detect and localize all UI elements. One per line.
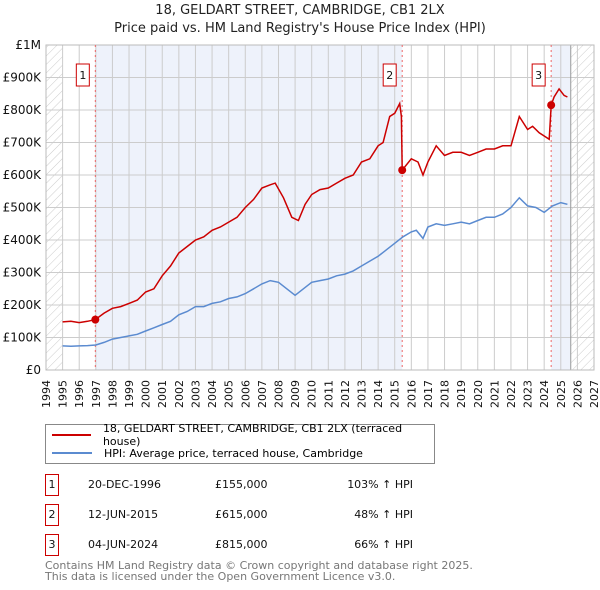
x-tick-label: 2009: [289, 380, 302, 408]
legend-label: 18, GELDART STREET, CAMBRIDGE, CB1 2LX (…: [102, 422, 403, 448]
x-tick-label: 2013: [356, 380, 369, 408]
plot-area: 1994 1995 1996 1997 1998 1999 2000 2001 2002 2003…: [3, 38, 600, 408]
y-tick-label: £1M: [15, 38, 41, 52]
x-tick-label: 1998: [106, 380, 119, 408]
y-tick-label: £300K: [3, 266, 43, 280]
x-tick-label: 2019: [455, 380, 468, 408]
x-tick-label: 2016: [405, 380, 418, 408]
legend-label: HPI: Average price, terraced house, Camb…: [104, 446, 363, 460]
y-tick-label: £100K: [3, 331, 43, 345]
sale-label: 3: [535, 69, 542, 82]
x-tick-label: 1996: [73, 380, 86, 408]
sale-marker: 3: [45, 534, 59, 556]
y-tick-label: £500K: [3, 201, 43, 215]
sale-point: [398, 166, 407, 175]
y-tick-label: £400K: [3, 233, 43, 247]
x-tick-label: 1994: [40, 380, 53, 408]
x-tick-label: 2023: [522, 380, 535, 408]
sale-label: 2: [386, 69, 393, 82]
y-tick-label: £0: [26, 363, 41, 377]
sale-hpi-change: 48% ↑ HPI: [354, 508, 413, 521]
sale-date: 20-DEC-1996: [88, 478, 162, 491]
x-tick-label: 2022: [505, 380, 518, 408]
legend-item-property: 18, GELDART STREET, CAMBRIDGE, CB1 2LX (…: [52, 422, 434, 448]
x-tick-label: 2025: [555, 380, 568, 408]
footer-line: Contains HM Land Registry data © Crown c…: [45, 559, 473, 572]
sale-hpi-change: 66% ↑ HPI: [354, 538, 413, 551]
x-tick-label: 2026: [571, 380, 584, 408]
x-tick-label: 2001: [156, 380, 169, 408]
y-tick-label: £700K: [3, 136, 43, 150]
sale-marker: 1: [45, 474, 59, 496]
chart-subtitle: Price paid vs. HM Land Registry's House …: [114, 21, 486, 36]
legend-item-hpi: HPI: Average price, terraced house, Camb…: [52, 444, 363, 462]
footer: Contains HM Land Registry data © Crown c…: [45, 560, 473, 582]
sale-date: 04-JUN-2024: [88, 538, 159, 551]
x-tick-label: 2000: [140, 380, 153, 408]
sale-label-box: [531, 63, 546, 87]
y-tick-label: £900K: [3, 71, 43, 85]
x-tick-label: 2027: [588, 380, 600, 408]
x-tick-label: 2007: [256, 380, 269, 408]
sale-point: [91, 315, 100, 324]
x-tick-label: 2003: [189, 380, 202, 408]
x-tick-label: 2010: [306, 380, 319, 408]
sale-point: [547, 101, 556, 110]
x-tick-label: 2020: [472, 380, 485, 408]
y-tick-label: £800K: [3, 103, 43, 117]
x-tick-label: 2008: [272, 380, 285, 408]
x-tick-label: 2018: [439, 380, 452, 408]
x-tick-label: 2005: [223, 380, 236, 408]
x-tick-label: 2002: [173, 380, 186, 408]
sale-label: 1: [79, 69, 86, 82]
x-tick-label: 2012: [339, 380, 352, 408]
legend: 18, GELDART STREET, CAMBRIDGE, CB1 2LX (…: [45, 422, 435, 464]
legend-line-red: [52, 434, 91, 436]
x-tick-label: 2017: [422, 380, 435, 408]
series-line: [62, 87, 568, 324]
x-tick-label: 2014: [372, 380, 385, 408]
x-tick-label: 2024: [538, 380, 551, 408]
x-tick-label: 2006: [239, 380, 252, 408]
x-tick-label: 1995: [57, 380, 70, 408]
x-tick-label: 2015: [389, 380, 402, 408]
series-line: [62, 196, 568, 348]
sale-hpi-change: 103% ↑ HPI: [347, 478, 413, 491]
sale-price: £155,000: [215, 478, 268, 491]
sale-label-box: [382, 63, 397, 87]
y-tick-label: £200K: [3, 298, 43, 312]
x-tick-label: 2011: [322, 380, 335, 408]
y-tick-label: £600K: [3, 168, 43, 182]
sale-date: 12-JUN-2015: [88, 508, 159, 521]
x-tick-label: 1999: [123, 380, 136, 408]
footer-line: This data is licensed under the Open Gov…: [45, 570, 396, 583]
legend-line-blue: [52, 452, 92, 454]
sale-marker: 2: [45, 504, 59, 526]
x-tick-label: 2004: [206, 380, 219, 408]
sale-price: £615,000: [215, 508, 268, 521]
chart-title: 18, GELDART STREET, CAMBRIDGE, CB1 2LX: [155, 3, 445, 18]
x-tick-label: 1997: [90, 380, 103, 408]
plot-border: [45, 44, 595, 371]
sale-price: £815,000: [215, 538, 268, 551]
sale-label-box: [75, 63, 90, 87]
x-tick-label: 2021: [488, 380, 501, 408]
